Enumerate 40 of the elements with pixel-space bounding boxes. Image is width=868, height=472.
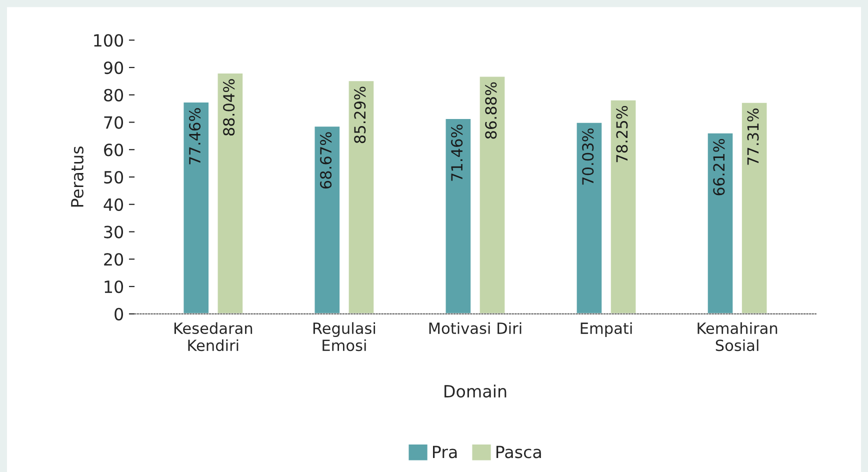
y-tick-label: 40 — [104, 198, 124, 211]
data-label: 78.25% — [616, 106, 628, 162]
y-tick-label: 90 — [104, 61, 124, 74]
legend-label: Pasca — [496, 446, 541, 458]
data-label: 86.88% — [485, 82, 497, 139]
bar — [313, 125, 341, 314]
y-tick-label: 30 — [104, 226, 124, 238]
x-tick-label: Regulasi Emosi — [313, 322, 376, 352]
data-label: 68.67% — [320, 132, 332, 189]
y-tick-label: 10 — [104, 280, 124, 294]
y-tick-label: 70 — [104, 116, 124, 129]
bar — [216, 72, 244, 314]
y-axis-title: Peratus — [71, 146, 84, 207]
bar — [347, 80, 376, 314]
x-tick-label: Kemahiran Sosial — [698, 322, 778, 352]
x-tick-label: Empati — [580, 322, 632, 337]
bar — [610, 98, 638, 314]
x-tick-label: Motivasi Diri — [429, 322, 522, 334]
data-label: 85.29% — [354, 86, 366, 144]
bar — [444, 118, 472, 314]
bar — [182, 101, 210, 314]
bar — [740, 102, 768, 314]
legend-label: Pra — [433, 446, 457, 458]
y-tick-label: 80 — [104, 88, 124, 102]
bar — [575, 121, 604, 314]
data-label: 66.21% — [713, 138, 725, 196]
x-tick-label: Kesedaran Kendiri — [174, 322, 252, 352]
y-tick-label: 0 — [114, 308, 124, 320]
y-tick-label: 100 — [94, 34, 124, 47]
bar — [706, 132, 734, 314]
y-tick-label: 20 — [104, 253, 124, 266]
y-tick-label: 60 — [104, 144, 124, 156]
x-axis-title: Domain — [444, 384, 506, 398]
data-label: 71.46% — [451, 124, 463, 181]
y-tick-label: 50 — [104, 170, 124, 184]
data-label: 88.04% — [223, 79, 235, 136]
data-label: 77.46% — [189, 108, 201, 164]
data-label: 77.31% — [747, 108, 759, 165]
bar — [478, 75, 506, 314]
data-label: 70.03% — [582, 128, 594, 185]
